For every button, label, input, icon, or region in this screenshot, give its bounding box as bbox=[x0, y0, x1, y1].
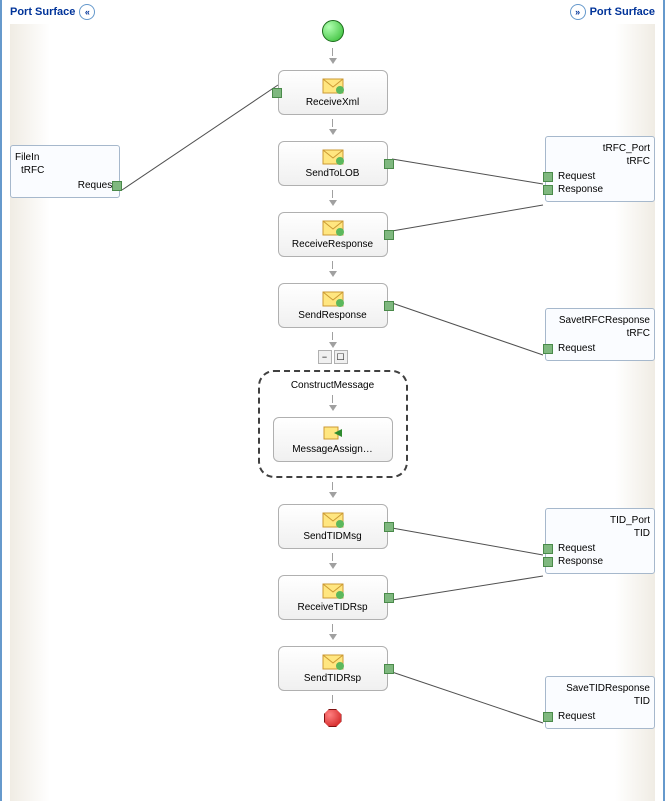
connector-icon bbox=[543, 557, 553, 567]
shape-receiveresponse-label: ReceiveResponse bbox=[283, 239, 383, 250]
connector-icon bbox=[543, 172, 553, 182]
envelope-send-icon bbox=[322, 290, 344, 308]
port-tid-request-label: Request bbox=[558, 543, 595, 554]
orchestration-canvas: Port Surface « FileIn tRFC Request » Por… bbox=[0, 0, 665, 801]
connector-icon bbox=[384, 301, 394, 311]
shape-sendresponse-label: SendResponse bbox=[283, 310, 383, 321]
port-trfc-request-label: Request bbox=[558, 171, 595, 182]
envelope-receive-icon bbox=[322, 219, 344, 237]
envelope-send-icon bbox=[322, 148, 344, 166]
collapse-group-icon[interactable]: − bbox=[318, 350, 332, 364]
port-filein-sub: tRFC bbox=[15, 165, 115, 176]
orchestration-lane: ReceiveXml SendToLOB ReceiveResponse Sen… bbox=[253, 20, 413, 727]
connector-icon bbox=[384, 593, 394, 603]
port-filein[interactable]: FileIn tRFC Request bbox=[10, 145, 120, 198]
connector-icon bbox=[112, 181, 122, 191]
connector-icon bbox=[543, 712, 553, 722]
port-savetrfc-title: SavetRFCResponse bbox=[550, 315, 650, 326]
shape-sendtolob-label: SendToLOB bbox=[283, 168, 383, 179]
shape-sendtidmsg[interactable]: SendTIDMsg bbox=[278, 504, 388, 549]
arrow-icon bbox=[329, 129, 337, 135]
arrow-icon bbox=[329, 492, 337, 498]
arrow-icon bbox=[329, 405, 337, 411]
port-surface-left-bg bbox=[10, 24, 50, 801]
shape-sendresponse[interactable]: SendResponse bbox=[278, 283, 388, 328]
port-savetid-title: SaveTIDResponse bbox=[550, 683, 650, 694]
port-savetid-request-label: Request bbox=[558, 711, 595, 722]
port-tid-response-label: Response bbox=[558, 556, 603, 567]
port-tid-response[interactable]: Response bbox=[550, 556, 650, 567]
connector-icon bbox=[543, 344, 553, 354]
shape-messageassign-label: MessageAssign… bbox=[278, 444, 388, 455]
arrow-icon bbox=[329, 271, 337, 277]
arrow-icon bbox=[329, 634, 337, 640]
port-tid-sub: TID bbox=[550, 528, 650, 539]
envelope-receive-icon bbox=[322, 77, 344, 95]
collapse-left-icon[interactable]: « bbox=[79, 4, 95, 20]
port-trfc-request[interactable]: Request bbox=[550, 171, 650, 182]
connector-icon bbox=[384, 664, 394, 674]
shape-sendtidmsg-label: SendTIDMsg bbox=[283, 531, 383, 542]
connector-icon bbox=[384, 522, 394, 532]
port-savetrfc[interactable]: SavetRFCResponse tRFC Request bbox=[545, 308, 655, 361]
shape-sendtolob[interactable]: SendToLOB bbox=[278, 141, 388, 186]
port-filein-title: FileIn bbox=[15, 152, 115, 163]
shape-receivexml[interactable]: ReceiveXml bbox=[278, 70, 388, 115]
envelope-send-icon bbox=[322, 511, 344, 529]
port-surface-left-label: Port Surface bbox=[10, 6, 75, 18]
port-surface-right: » Port Surface tRFC_Port tRFC Request Re… bbox=[535, 0, 655, 801]
port-trfc-sub: tRFC bbox=[550, 156, 650, 167]
port-savetid-request[interactable]: Request bbox=[550, 711, 650, 722]
construct-toolbar: − ☐ bbox=[318, 350, 348, 364]
port-surface-left-header: Port Surface « bbox=[10, 0, 130, 24]
port-surface-left: Port Surface « FileIn tRFC Request bbox=[10, 0, 130, 801]
shape-receiveresponse[interactable]: ReceiveResponse bbox=[278, 212, 388, 257]
shape-constructmessage-label: ConstructMessage bbox=[291, 380, 374, 391]
connector-icon bbox=[384, 230, 394, 240]
port-trfc-title: tRFC_Port bbox=[550, 143, 650, 154]
shape-receivetidrsp-label: ReceiveTIDRsp bbox=[283, 602, 383, 613]
arrow-icon bbox=[329, 563, 337, 569]
connector-icon bbox=[543, 185, 553, 195]
port-savetrfc-sub: tRFC bbox=[550, 328, 650, 339]
envelope-send-icon bbox=[322, 653, 344, 671]
shape-sendtidrsp-label: SendTIDRsp bbox=[283, 673, 383, 684]
port-tid-title: TID_Port bbox=[550, 515, 650, 526]
collapse-right-icon[interactable]: » bbox=[570, 4, 586, 20]
arrow-icon bbox=[329, 58, 337, 64]
assign-icon bbox=[322, 424, 344, 442]
envelope-receive-icon bbox=[322, 582, 344, 600]
connector-icon bbox=[272, 88, 282, 98]
shape-constructmessage[interactable]: ConstructMessage MessageAssign… bbox=[258, 370, 408, 478]
arrow-icon bbox=[329, 200, 337, 206]
port-tid[interactable]: TID_Port TID Request Response bbox=[545, 508, 655, 574]
port-savetid[interactable]: SaveTIDResponse TID Request bbox=[545, 676, 655, 729]
shape-receivetidrsp[interactable]: ReceiveTIDRsp bbox=[278, 575, 388, 620]
port-surface-right-label: Port Surface bbox=[590, 6, 655, 18]
arrow-icon bbox=[329, 342, 337, 348]
port-filein-request[interactable]: Request bbox=[15, 180, 115, 191]
port-trfc[interactable]: tRFC_Port tRFC Request Response bbox=[545, 136, 655, 202]
port-surface-right-header: » Port Surface bbox=[535, 0, 655, 24]
shape-sendtidrsp[interactable]: SendTIDRsp bbox=[278, 646, 388, 691]
shape-receivexml-label: ReceiveXml bbox=[283, 97, 383, 108]
port-savetrfc-request[interactable]: Request bbox=[550, 343, 650, 354]
connector-icon bbox=[384, 159, 394, 169]
port-savetrfc-request-label: Request bbox=[558, 343, 595, 354]
port-trfc-response-label: Response bbox=[558, 184, 603, 195]
sheet-icon[interactable]: ☐ bbox=[334, 350, 348, 364]
port-savetid-sub: TID bbox=[550, 696, 650, 707]
shape-messageassign[interactable]: MessageAssign… bbox=[273, 417, 393, 462]
port-trfc-response[interactable]: Response bbox=[550, 184, 650, 195]
port-filein-request-label: Request bbox=[78, 180, 115, 191]
end-shape[interactable] bbox=[324, 709, 342, 727]
start-shape[interactable] bbox=[322, 20, 344, 42]
port-tid-request[interactable]: Request bbox=[550, 543, 650, 554]
connector-icon bbox=[543, 544, 553, 554]
